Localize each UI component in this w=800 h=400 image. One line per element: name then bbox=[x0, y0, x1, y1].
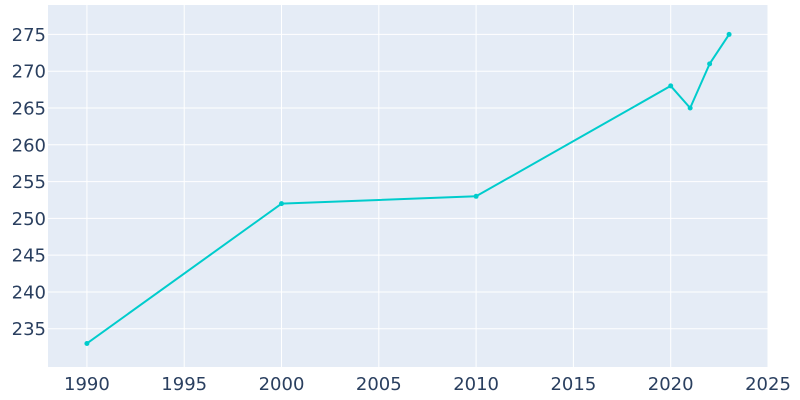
x-tick-label: 1995 bbox=[161, 374, 207, 395]
y-tick-label: 240 bbox=[12, 282, 46, 303]
x-tick-label: 2020 bbox=[648, 374, 694, 395]
y-tick-label: 255 bbox=[12, 172, 46, 193]
data-point bbox=[687, 105, 693, 111]
x-tick-label: 2015 bbox=[550, 374, 596, 395]
x-tick-label: 2025 bbox=[745, 374, 791, 395]
y-tick-label: 265 bbox=[12, 99, 46, 120]
data-point bbox=[726, 31, 732, 37]
x-tick-label: 2005 bbox=[356, 374, 402, 395]
x-tick-label: 1990 bbox=[64, 374, 110, 395]
data-point bbox=[279, 201, 285, 207]
x-tick-label: 2000 bbox=[259, 374, 305, 395]
x-axis: 1990 1995 2000 2005 2010 2015 2020 2025 bbox=[64, 374, 791, 395]
y-tick-label: 270 bbox=[12, 62, 46, 83]
y-tick-label: 275 bbox=[12, 25, 46, 46]
y-axis: 235 240 245 250 255 260 265 270 275 bbox=[12, 25, 46, 340]
series-layer bbox=[84, 31, 732, 346]
x-tick-label: 2010 bbox=[453, 374, 499, 395]
y-tick-label: 260 bbox=[12, 135, 46, 156]
data-point bbox=[668, 83, 674, 89]
data-point bbox=[84, 340, 90, 346]
plot-area bbox=[48, 5, 768, 367]
y-tick-label: 235 bbox=[12, 319, 46, 340]
y-tick-label: 250 bbox=[12, 209, 46, 230]
data-point bbox=[473, 193, 479, 199]
gridlines bbox=[48, 5, 769, 367]
data-point bbox=[707, 61, 713, 67]
y-tick-label: 245 bbox=[12, 246, 46, 267]
